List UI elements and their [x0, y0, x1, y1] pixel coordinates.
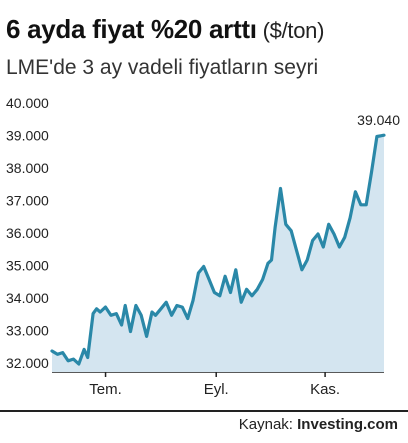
source-name: Investing.com: [297, 416, 398, 433]
chart-title: 6 ayda fiyat %20 arttı ($/ton): [6, 14, 324, 45]
chart-subtitle: LME'de 3 ay vadeli fiyatların seyri: [6, 56, 319, 79]
source-label: Kaynak:: [238, 416, 293, 433]
y-tick-label: 37.000: [6, 193, 49, 209]
y-tick-label: 39.000: [6, 128, 49, 144]
last-value-label: 39.040: [357, 112, 400, 128]
x-tick-label: Kas.: [310, 381, 340, 398]
y-tick-label: 33.000: [6, 323, 49, 339]
y-tick-label: 34.000: [6, 290, 49, 306]
source-credit: Kaynak: Investing.com: [239, 416, 398, 433]
x-tick-label: Eyl.: [204, 381, 229, 398]
series-line: [50, 133, 386, 366]
unit-label: ($/ton): [262, 18, 325, 43]
series-area: [52, 135, 384, 372]
y-tick-label: 32.000: [6, 355, 49, 371]
y-tick-label: 35.000: [6, 258, 49, 274]
y-tick-label: 38.000: [6, 160, 49, 176]
x-tick-label: Tem.: [89, 381, 122, 398]
title-text: 6 ayda fiyat %20 arttı: [6, 14, 257, 44]
y-tick-label: 36.000: [6, 225, 49, 241]
y-tick-label: 40.000: [6, 95, 49, 111]
x-axis: Tem. Eyl. Kas.: [52, 371, 384, 398]
plot-area: 39.040: [50, 112, 400, 372]
footer: Kaynak: Investing.com: [0, 410, 408, 443]
y-axis: 32.000 33.000 34.000 35.000 36.000 37.000 38.0…: [6, 95, 49, 371]
price-chart: 32.000 33.000 34.000 35.000 36.000 37.000 38.0…: [6, 95, 400, 398]
